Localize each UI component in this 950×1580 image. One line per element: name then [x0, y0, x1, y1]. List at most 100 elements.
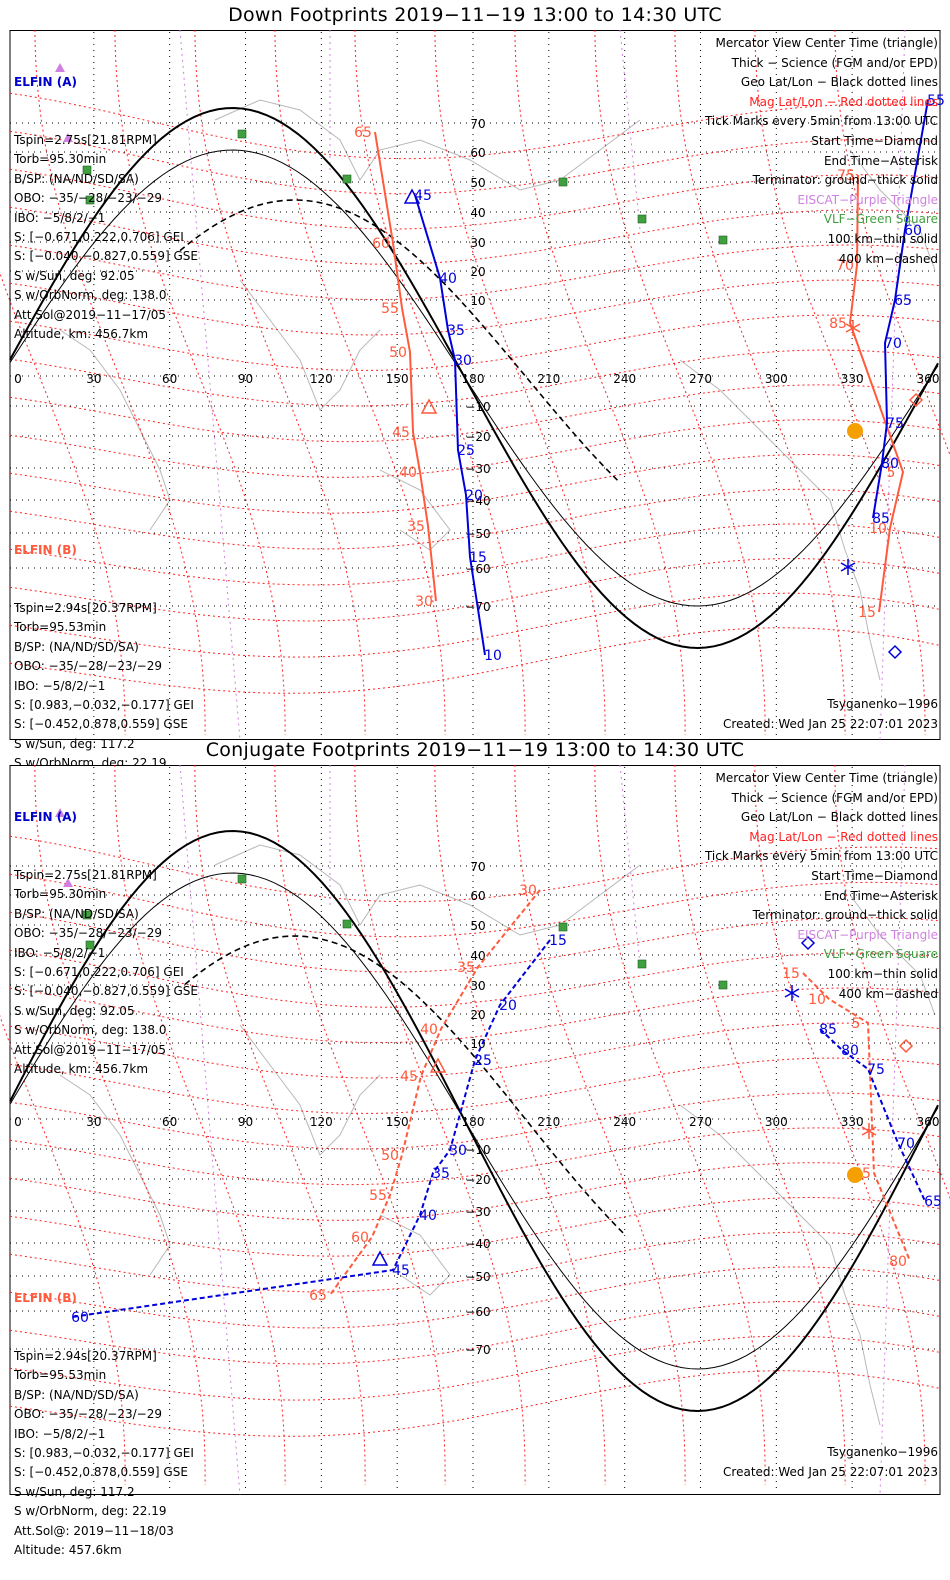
- elfin-b-header: ELFIN (B): [14, 1290, 77, 1305]
- mag-meridian: [754, 30, 926, 736]
- elfin-a-track-tick-label: 15: [469, 550, 487, 566]
- mag-parallel: [9, 1231, 941, 1293]
- elfin-a-track-tick-label: 45: [414, 188, 432, 204]
- info-line: S w/Sun, deg: 117.2: [14, 1484, 135, 1499]
- mag-parallel: [9, 488, 941, 550]
- eiscat-purple-triangle: [55, 808, 65, 817]
- legend-item: Mag Lat/Lon − Red dotted lines: [749, 829, 938, 844]
- lon-tick-label: 90: [238, 372, 253, 386]
- info-line: B/SP: (NA/ND/SD/SA): [14, 906, 139, 921]
- mag-meridian: [434, 765, 606, 1486]
- mag-meridian: [34, 30, 206, 736]
- legend-item: 100 km−thin solid: [827, 231, 938, 246]
- elfin-b-track-tick-label: 15: [782, 966, 800, 982]
- lat-tick-label: −60: [465, 1305, 490, 1319]
- elfin-b-end-asterisk: [861, 1123, 877, 1139]
- lon-tick-label: 240: [613, 372, 636, 386]
- coastline: [214, 844, 641, 936]
- lon-tick-label: 30: [86, 372, 101, 386]
- elfin-b-track-tick-label: 55: [381, 301, 399, 317]
- mag-meridian: [0, 271, 126, 736]
- lat-tick-label: 30: [470, 979, 485, 993]
- lat-tick-label: 20: [470, 1008, 485, 1022]
- elfin-a-lines: Tspin=2.75s[21.81RPM] Torb=95.30min B/SP: …: [14, 131, 198, 344]
- elfin-a-track-tick-label: 60: [904, 223, 922, 239]
- elfin-b-track-tick-label: 80: [889, 1254, 907, 1270]
- info-line: S w/OrbNorm, deg: 138.0: [14, 1023, 167, 1038]
- coastline: [214, 99, 641, 191]
- lon-tick-label: 90: [238, 1115, 253, 1129]
- lat-tick-label: −50: [465, 1270, 490, 1284]
- elfin-b-track-line: [802, 972, 911, 1262]
- info-line: Torb=95.53min: [14, 1368, 107, 1383]
- lat-tick-label: 20: [470, 265, 485, 279]
- mag-meridian: [354, 765, 526, 1486]
- mag-meridian: [754, 765, 926, 1486]
- info-line: Torb=95.30min: [14, 887, 107, 902]
- info-line: S w/Sun, deg: 92.05: [14, 268, 135, 283]
- terminator-ground: [9, 107, 939, 649]
- elfin-b-track-tick-label: 50: [381, 1148, 399, 1164]
- elfin-b-track-tick-label: 10: [869, 521, 887, 537]
- lon-tick-label: 120: [310, 1115, 333, 1129]
- mag-meridian: [674, 765, 846, 1486]
- mag-parallel: [9, 130, 941, 195]
- info-line: S: [−0.671,0.222,0.706] GEI: [14, 965, 184, 980]
- info-line: S: [0.983,−0.032,−0.177] GEI: [14, 698, 194, 713]
- elfin-b-end-asterisk: [845, 320, 861, 336]
- info-line: S: [−0.452,0.878,0.559] GSE: [14, 1465, 188, 1480]
- legend: Mercator View Center Time (triangle) Thic…: [705, 769, 938, 1004]
- eiscat-line: [179, 765, 241, 1495]
- coastline: [849, 894, 936, 1016]
- info-line: B/SP: (NA/ND/SD/SA): [14, 1387, 139, 1402]
- elfin-b-track-tick-label: 85: [829, 316, 847, 332]
- elfin-b-header: ELFIN (B): [14, 542, 77, 557]
- lat-tick-label: −70: [465, 1343, 490, 1357]
- mag-meridian: [0, 1014, 126, 1486]
- info-line: IBO: −5/8/2/−1: [14, 1426, 106, 1441]
- elfin-b-track-tick-label: 30: [519, 883, 537, 899]
- coastline: [849, 149, 936, 271]
- elfin-b-center-triangle: [429, 1057, 447, 1073]
- lat-tick-label: 70: [470, 860, 485, 874]
- elfin-b-info: ELFIN (B) Tspin=2.94s[20.37RPM] Torb=95.5…: [14, 1250, 194, 1580]
- elfin-a-end-asterisk: [784, 985, 800, 1001]
- lat-tick-label: −40: [465, 1237, 490, 1251]
- terminator-400km: [179, 199, 621, 484]
- lat-tick-label: −20: [465, 430, 490, 444]
- legend-item: VLF−Green Square: [823, 947, 938, 962]
- elfin-a-track-tick-label: 65: [894, 293, 912, 309]
- eiscat-purple-triangle: [55, 63, 65, 72]
- sun-icon: [847, 423, 863, 439]
- vlf-green-square: [637, 959, 647, 969]
- lat-tick-label: 40: [470, 206, 485, 220]
- lon-tick-label: 270: [689, 372, 712, 386]
- info-line: Att.Sol@2019−11−17/05: [14, 1042, 167, 1057]
- legend: Mercator View Center Time (triangle) Thic…: [705, 34, 938, 269]
- legend-item: Geo Lat/Lon − Black dotted lines: [740, 810, 938, 825]
- panel-title: Conjugate Footprints 2019−11−19 13:00 to…: [205, 739, 745, 761]
- mag-parallel: [9, 592, 941, 658]
- elfin-a-track-tick-label: 20: [499, 998, 517, 1014]
- vlf-green-square: [85, 195, 95, 205]
- info-line: OBO: −35/−28/−23/−29: [14, 1407, 162, 1422]
- lon-tick-label: 240: [613, 1115, 636, 1129]
- mag-meridian: [514, 30, 686, 736]
- mag-meridian: [834, 30, 950, 457]
- mag-meridian: [194, 765, 366, 1486]
- legend-item: 400 km−dashed: [838, 986, 938, 1001]
- elfin-b-track-tick-label: 5: [852, 1016, 861, 1032]
- elfin-b-track-tick-label: 5: [887, 465, 896, 481]
- elfin-b-track-tick-label: 55: [369, 1188, 387, 1204]
- mag-parallel: [9, 206, 941, 265]
- elfin-a-track-tick-label: 30: [454, 353, 472, 369]
- elfin-b-track-tick-label: 10: [808, 992, 826, 1008]
- info-line: Tspin=2.94s[20.37RPM]: [14, 1349, 157, 1364]
- info-line: Torb=95.30min: [14, 152, 107, 167]
- elfin-b-track-tick-label: 60: [372, 236, 390, 252]
- elfin-a-lines: Tspin=2.75s[21.81RPM] Torb=95.30min B/SP: …: [14, 866, 198, 1079]
- elfin-a-track-tick-label: 60: [71, 1310, 89, 1326]
- lat-tick-label: 10: [470, 1037, 485, 1051]
- info-line: Tspin=2.75s[21.81RPM]: [14, 133, 157, 148]
- elfin-a-header: ELFIN (A): [14, 809, 77, 824]
